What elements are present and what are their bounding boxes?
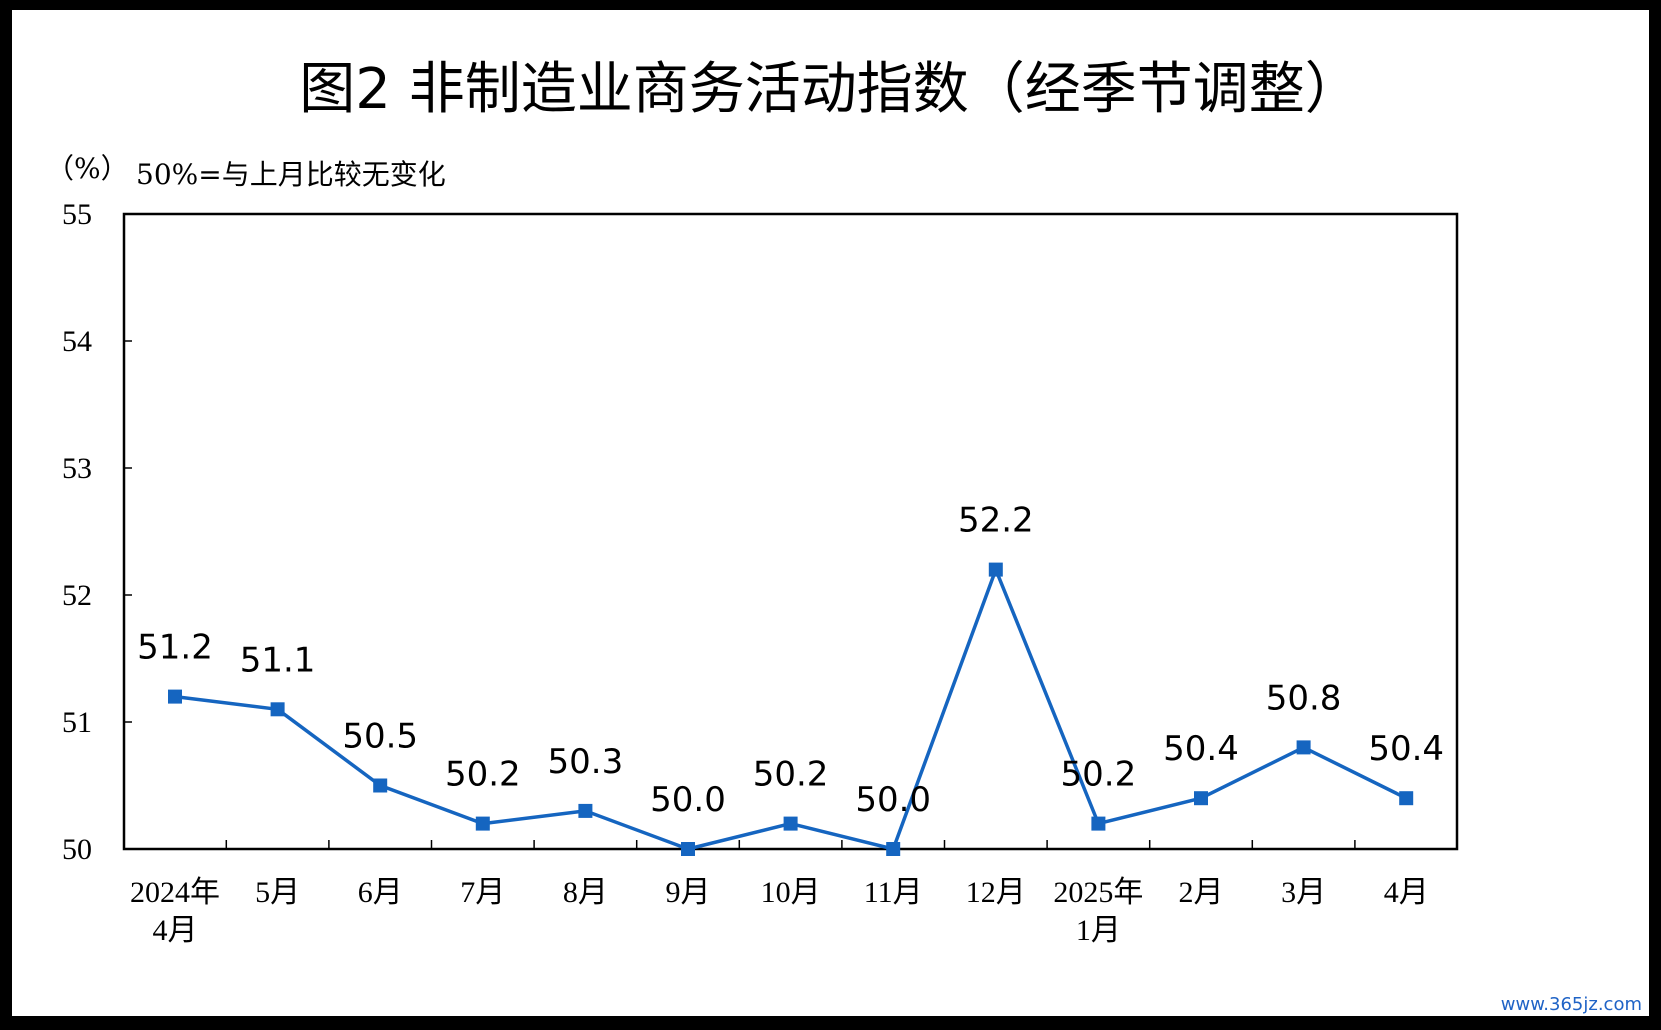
x-tick-label: 6月 (358, 876, 403, 909)
x-tick-label: 4月 (153, 914, 198, 947)
y-tick-label: 52 (62, 579, 92, 612)
data-point-marker (270, 702, 285, 717)
x-axis: 2024年 4月 5月 6月 7月 8月 9月 10月 11月 12月 2025年 1月 2月 3月 4月 (130, 840, 1429, 947)
data-label: 50.4 (1368, 729, 1444, 769)
data-point-marker (1399, 791, 1414, 806)
x-tick-label: 2024年 (130, 876, 220, 909)
data-point-marker (988, 562, 1003, 577)
plot-area-border (122, 212, 1459, 851)
baseline-note: 50%=与上月比较无变化 (136, 158, 446, 191)
data-point-marker (783, 816, 798, 831)
data-point-marker (1091, 816, 1106, 831)
data-point-marker (886, 842, 901, 856)
y-tick-label: 54 (62, 325, 92, 358)
data-label: 50.5 (342, 717, 418, 757)
data-label: 51.2 (137, 628, 213, 668)
chart-frame: 图2 非制造业商务活动指数（经季节调整） （%） 50%=与上月比较无变化 50… (12, 10, 1649, 1016)
y-axis: 50 51 52 53 54 55 (62, 198, 132, 866)
chart: 图2 非制造业商务活动指数（经季节调整） （%） 50%=与上月比较无变化 50… (46, 57, 1642, 1015)
data-point-marker (168, 689, 182, 704)
data-label: 50.2 (445, 755, 521, 795)
data-label: 50.2 (753, 755, 829, 795)
series-line (174, 567, 1407, 851)
data-label: 50.3 (548, 742, 624, 782)
x-tick-label: 2月 (1179, 876, 1224, 909)
data-label: 50.2 (1061, 755, 1137, 795)
data-point-marker (1296, 740, 1311, 755)
y-tick-label: 53 (62, 452, 92, 485)
y-tick-label: 51 (62, 706, 92, 739)
data-label: 50.8 (1266, 678, 1342, 718)
x-tick-label: 11月 (864, 876, 923, 909)
data-point-marker (578, 803, 593, 818)
x-tick-label: 1月 (1076, 914, 1121, 947)
x-tick-label: 12月 (966, 876, 1026, 909)
chart-title: 图2 非制造业商务活动指数（经季节调整） (299, 57, 1360, 122)
y-tick-label: 55 (62, 198, 92, 231)
y-tick-label: 50 (62, 833, 92, 866)
watermark-text: www.365jz.com (1501, 994, 1642, 1015)
x-tick-label: 5月 (255, 876, 300, 909)
data-label: 50.0 (650, 780, 726, 820)
data-label: 50.4 (1163, 729, 1239, 769)
series-layer: 51.2 51.1 50.5 50.2 50.3 50.0 50.2 50.0 52.2 50.2… (137, 501, 1444, 856)
x-tick-label: 7月 (460, 876, 505, 909)
x-tick-label: 9月 (666, 876, 711, 909)
data-point-marker (681, 842, 695, 856)
x-tick-label: 4月 (1384, 876, 1429, 909)
x-tick-label: 3月 (1281, 876, 1326, 909)
x-tick-label: 2025年 (1053, 876, 1143, 909)
data-point-marker (373, 778, 388, 793)
data-label: 50.0 (855, 780, 931, 820)
data-label: 51.1 (240, 640, 316, 680)
data-point-marker (1194, 791, 1208, 806)
x-tick-label: 10月 (761, 876, 821, 909)
y-axis-unit-label: （%） (46, 152, 129, 185)
data-label: 52.2 (958, 501, 1034, 541)
x-tick-label: 8月 (563, 876, 608, 909)
data-point-marker (475, 816, 490, 831)
